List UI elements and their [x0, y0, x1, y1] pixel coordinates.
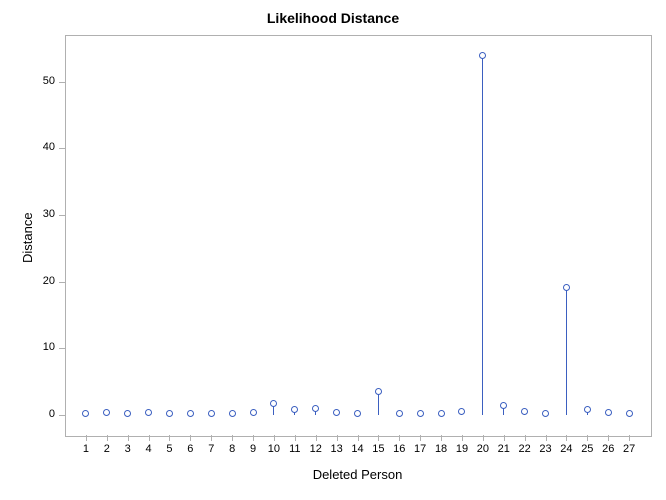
x-tick-mark	[587, 435, 588, 441]
x-tick-mark	[253, 435, 254, 441]
data-marker	[291, 406, 298, 413]
data-marker	[229, 410, 236, 417]
x-tick-mark	[525, 435, 526, 441]
y-tick-mark	[59, 148, 65, 149]
x-tick-mark	[316, 435, 317, 441]
data-marker	[479, 52, 486, 59]
x-tick-label: 1	[76, 443, 96, 455]
x-tick-mark	[295, 435, 296, 441]
x-tick-label: 3	[118, 443, 138, 455]
x-tick-label: 20	[473, 443, 493, 455]
x-tick-label: 7	[201, 443, 221, 455]
x-tick-label: 23	[536, 443, 556, 455]
y-tick-label: 30	[25, 208, 55, 220]
x-tick-mark	[211, 435, 212, 441]
data-marker	[333, 409, 340, 416]
y-tick-mark	[59, 82, 65, 83]
x-tick-mark	[169, 435, 170, 441]
data-marker	[145, 409, 152, 416]
x-tick-mark	[232, 435, 233, 441]
x-tick-label: 27	[619, 443, 639, 455]
data-marker	[605, 409, 612, 416]
x-tick-mark	[274, 435, 275, 441]
x-tick-mark	[190, 435, 191, 441]
x-tick-mark	[629, 435, 630, 441]
data-marker	[626, 410, 633, 417]
x-tick-label: 16	[389, 443, 409, 455]
x-tick-label: 18	[431, 443, 451, 455]
x-tick-label: 6	[180, 443, 200, 455]
x-tick-label: 21	[494, 443, 514, 455]
x-tick-mark	[504, 435, 505, 441]
data-marker	[542, 410, 549, 417]
x-tick-mark	[358, 435, 359, 441]
x-tick-mark	[128, 435, 129, 441]
x-tick-label: 11	[285, 443, 305, 455]
y-axis-label: Distance	[20, 212, 35, 263]
y-tick-mark	[59, 215, 65, 216]
chart-container: Likelihood Distance Distance Deleted Per…	[0, 0, 666, 500]
data-marker	[82, 410, 89, 417]
x-tick-mark	[566, 435, 567, 441]
x-tick-label: 4	[139, 443, 159, 455]
data-marker	[187, 410, 194, 417]
data-marker	[563, 284, 570, 291]
data-marker	[354, 410, 361, 417]
x-tick-label: 24	[556, 443, 576, 455]
x-tick-mark	[608, 435, 609, 441]
x-tick-label: 8	[222, 443, 242, 455]
x-tick-label: 2	[97, 443, 117, 455]
x-tick-mark	[149, 435, 150, 441]
data-marker	[584, 406, 591, 413]
x-tick-label: 9	[243, 443, 263, 455]
y-tick-label: 0	[25, 408, 55, 420]
x-tick-mark	[546, 435, 547, 441]
data-marker	[166, 410, 173, 417]
x-tick-mark	[378, 435, 379, 441]
x-tick-label: 14	[348, 443, 368, 455]
data-marker	[250, 409, 257, 416]
x-tick-mark	[399, 435, 400, 441]
stem	[482, 55, 483, 415]
x-tick-label: 19	[452, 443, 472, 455]
plot-frame	[65, 35, 652, 437]
data-marker	[500, 402, 507, 409]
x-tick-label: 13	[327, 443, 347, 455]
y-tick-label: 50	[25, 75, 55, 87]
y-tick-mark	[59, 415, 65, 416]
x-tick-mark	[337, 435, 338, 441]
x-tick-label: 15	[368, 443, 388, 455]
x-tick-label: 22	[515, 443, 535, 455]
x-tick-mark	[441, 435, 442, 441]
x-tick-mark	[107, 435, 108, 441]
x-tick-mark	[462, 435, 463, 441]
chart-title: Likelihood Distance	[0, 10, 666, 26]
x-tick-label: 25	[577, 443, 597, 455]
data-marker	[417, 410, 424, 417]
x-tick-label: 5	[159, 443, 179, 455]
stem	[566, 287, 567, 415]
y-tick-label: 40	[25, 141, 55, 153]
data-marker	[438, 410, 445, 417]
x-tick-mark	[483, 435, 484, 441]
x-tick-mark	[420, 435, 421, 441]
x-tick-mark	[86, 435, 87, 441]
y-tick-label: 20	[25, 275, 55, 287]
x-tick-label: 10	[264, 443, 284, 455]
x-tick-label: 12	[306, 443, 326, 455]
stem	[378, 392, 379, 415]
data-marker	[124, 410, 131, 417]
y-tick-mark	[59, 282, 65, 283]
x-tick-label: 26	[598, 443, 618, 455]
data-marker	[312, 405, 319, 412]
x-tick-label: 17	[410, 443, 430, 455]
data-marker	[208, 410, 215, 417]
x-axis-label: Deleted Person	[65, 467, 650, 482]
data-marker	[396, 410, 403, 417]
y-tick-mark	[59, 348, 65, 349]
data-marker	[375, 388, 382, 395]
y-tick-label: 10	[25, 341, 55, 353]
